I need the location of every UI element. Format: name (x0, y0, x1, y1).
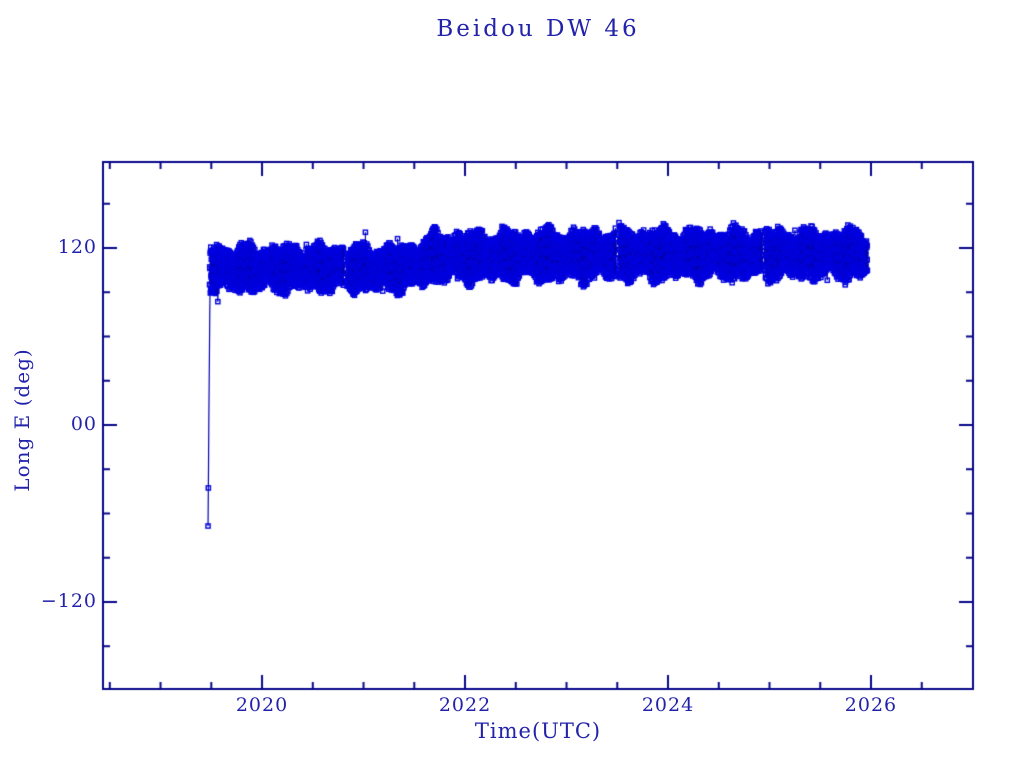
y-tick-label: 120 (57, 235, 97, 258)
x-tick-label: 2024 (641, 694, 695, 716)
x-tick-label: 2022 (438, 694, 492, 716)
x-axis-label: Time(UTC) (474, 719, 602, 743)
x-tick-label: 2020 (235, 694, 289, 716)
chart-title: Beidou DW 46 (436, 16, 640, 42)
y-tick-label: −120 (40, 589, 97, 612)
y-tick-label: 00 (70, 412, 97, 435)
x-tick-label: 2026 (844, 694, 898, 716)
